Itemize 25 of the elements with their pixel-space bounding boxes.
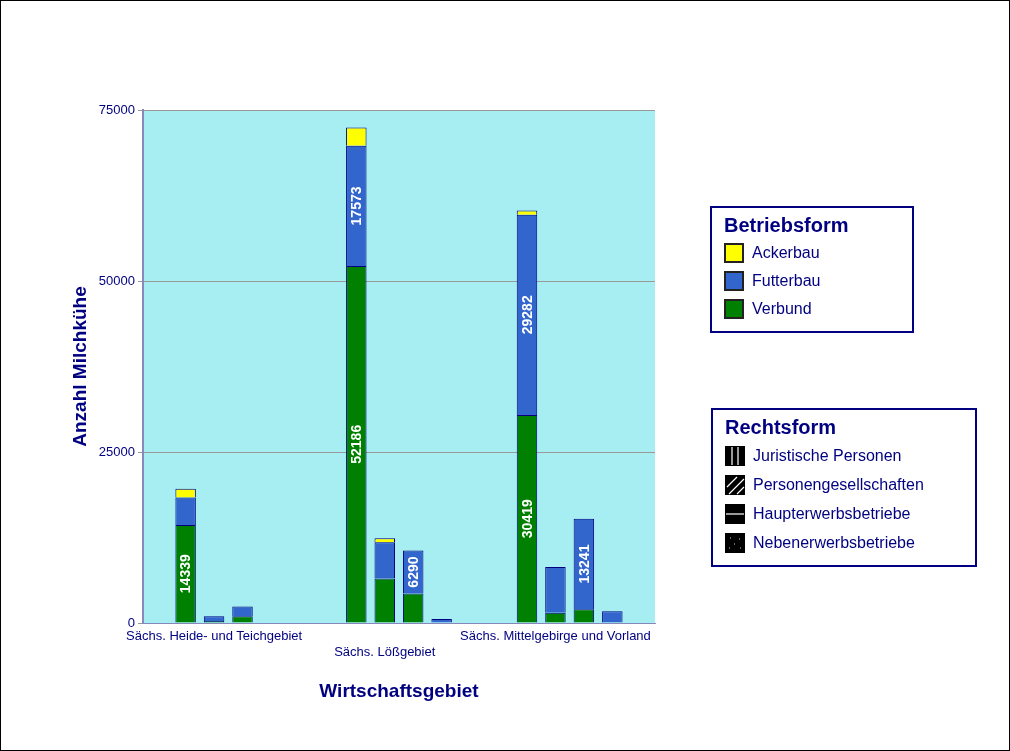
y-tick-label: 50000 xyxy=(98,272,135,288)
legend-label: Ackerbau xyxy=(752,244,820,262)
y-axis-title: Anzahl Milchkühe xyxy=(68,286,90,447)
text: Personengesellschaften xyxy=(753,475,924,494)
data-label: 14339 xyxy=(177,554,194,594)
x-axis-title: Wirtschaftsgebiet xyxy=(319,679,480,701)
data-label: 30419 xyxy=(518,499,535,539)
data-label: 13241 xyxy=(575,544,592,584)
y-tick-label: 75000 xyxy=(98,101,135,117)
text: Haupterwerbsbetriebe xyxy=(753,504,911,523)
data-label: 17573 xyxy=(348,186,365,226)
text: Rechtsform xyxy=(725,416,838,439)
x-tick-label: Sächs. Heide- und Teichgebiet xyxy=(126,628,303,644)
data-label: 29282 xyxy=(518,295,535,335)
text: Juristische Personen xyxy=(753,446,902,465)
x-tick-label: Sächs. Lößgebiet xyxy=(334,643,436,659)
data-label: 6290 xyxy=(405,556,422,588)
x-tick-label: Sächs. Mittelgebirge und Vorland xyxy=(460,628,651,644)
data-label: 52186 xyxy=(348,424,365,464)
legend-label: Futterbau xyxy=(752,272,821,290)
legend-title: Betriebsform xyxy=(724,214,850,237)
text: Nebenerwerbsbetriebe xyxy=(753,533,915,552)
y-tick-label: 0 xyxy=(127,614,135,630)
y-tick-label: 25000 xyxy=(98,443,135,459)
legend-label: Verbund xyxy=(752,300,812,318)
